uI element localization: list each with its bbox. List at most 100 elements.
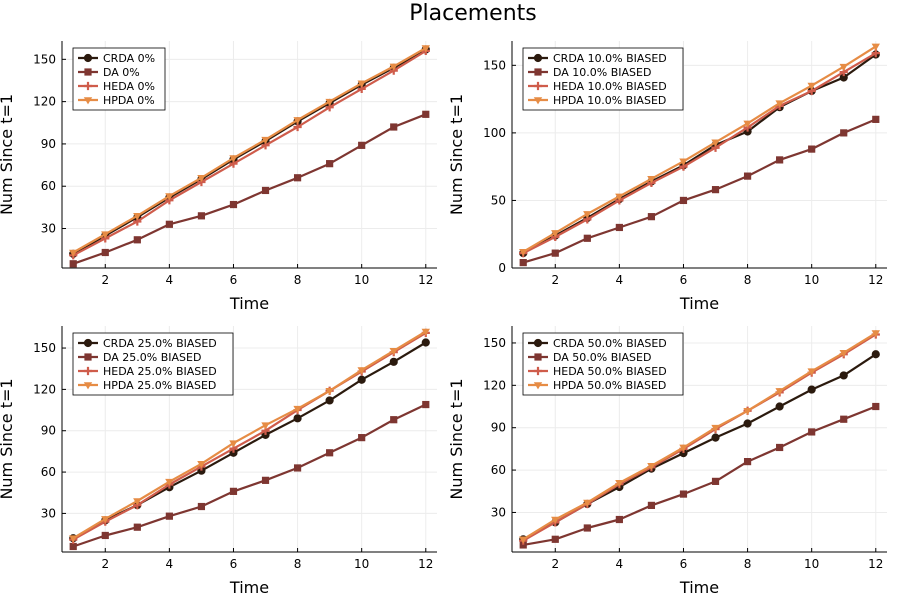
subplot-2: 2 4 6 8 10 12 0 50 100 150 Time Num Since t=1 CRDA 1…	[447, 41, 887, 313]
data-point	[357, 80, 366, 88]
legend-marker	[533, 338, 543, 348]
y-tick-label: 60	[41, 465, 56, 479]
legend-label: HPDA 10.0% BIASED	[553, 94, 666, 107]
data-point	[197, 212, 206, 220]
data-point	[839, 371, 848, 380]
data-point	[808, 428, 816, 436]
y-tick-label: 60	[41, 179, 56, 193]
legend-marker	[83, 382, 93, 390]
data-point	[872, 402, 880, 411]
data-point	[615, 223, 623, 232]
x-tick-label: 2	[101, 273, 109, 287]
data-point	[261, 186, 270, 195]
legend-entry: HPDA 25.0% BIASED	[78, 379, 216, 392]
data-point	[197, 174, 206, 183]
data-point	[679, 490, 688, 498]
legend-label: CRDA 0%	[103, 52, 155, 65]
legend-label: HPDA 25.0% BIASED	[103, 379, 216, 392]
data-point	[229, 440, 238, 448]
legend-entry: HEDA 50.0% BIASED	[528, 365, 667, 378]
data-point	[133, 236, 141, 244]
data-point	[583, 234, 591, 242]
legend-label: CRDA 25.0% BIASED	[103, 337, 217, 350]
data-point	[197, 502, 206, 511]
legend-label: DA 0%	[103, 66, 140, 79]
data-point	[776, 156, 784, 164]
x-tick-label: 10	[354, 273, 369, 287]
x-axis-label: Time	[229, 578, 269, 597]
y-tick-label: 30	[491, 505, 506, 519]
subplot-1: 2 4 6 8 10 12 30 60 90 120 150 Time Num Since t=1 CRD…	[0, 41, 437, 313]
data-point	[358, 141, 366, 149]
data-point	[872, 115, 880, 123]
data-point	[871, 350, 880, 359]
data-point	[808, 145, 816, 153]
series-line	[72, 48, 427, 255]
data-point	[101, 531, 109, 540]
data-point	[229, 200, 238, 209]
x-tick-label: 4	[166, 557, 174, 571]
y-tick-label: 90	[41, 137, 56, 151]
y-tick-label: 150	[33, 341, 56, 355]
legend-label: DA 25.0% BIASED	[103, 351, 201, 364]
x-tick-label: 10	[804, 557, 819, 571]
legend-marker	[533, 53, 543, 63]
series-hpda	[69, 328, 430, 543]
legend-marker	[533, 366, 543, 376]
legend-marker	[83, 366, 93, 376]
y-tick-label: 150	[483, 58, 506, 72]
x-axis-label: Time	[229, 294, 269, 313]
y-axis-label: Num Since t=1	[0, 94, 16, 215]
data-point	[421, 338, 430, 347]
data-point	[679, 444, 688, 452]
legend-label: HEDA 10.0% BIASED	[553, 80, 667, 93]
y-tick-label: 0	[498, 261, 506, 275]
legend-entry: CRDA 50.0% BIASED	[528, 337, 667, 350]
data-point	[615, 515, 623, 524]
data-point	[422, 400, 430, 409]
data-point	[519, 536, 528, 544]
y-tick-label: 50	[491, 193, 506, 207]
data-point	[261, 136, 270, 145]
data-point	[839, 63, 848, 72]
legend-entry: HPDA 10.0% BIASED	[528, 94, 666, 107]
data-point	[519, 248, 528, 257]
legend-marker	[534, 68, 542, 76]
subplot-4: 2 4 6 8 10 12 30 60 90 120 150 Time Num Since t=1 CRD…	[447, 326, 887, 597]
y-axis-label: Num Since t=1	[447, 378, 466, 499]
data-point	[325, 396, 334, 405]
x-tick-label: 12	[418, 273, 433, 287]
subplot-3: 2 4 6 8 10 12 30 60 90 120 150 Time Num Since t=1 CRD…	[0, 326, 437, 597]
legend-label: HEDA 50.0% BIASED	[553, 365, 667, 378]
data-point	[807, 385, 816, 394]
data-point	[807, 368, 816, 376]
y-tick-label: 150	[33, 52, 56, 66]
series-line	[522, 52, 877, 255]
series-hpda	[69, 45, 430, 257]
data-point	[165, 512, 173, 520]
legend-entry: DA 0%	[78, 66, 140, 79]
x-tick-label: 8	[294, 557, 302, 571]
data-point	[743, 458, 752, 466]
legend-entry: CRDA 25.0% BIASED	[78, 337, 217, 350]
data-point	[551, 516, 560, 524]
data-point	[325, 387, 334, 396]
series-line	[72, 47, 427, 254]
legend-entry: HEDA 10.0% BIASED	[528, 80, 667, 93]
data-point	[69, 535, 78, 543]
data-point	[743, 407, 752, 416]
data-point	[326, 449, 334, 457]
x-tick-label: 12	[868, 557, 883, 571]
data-point	[133, 523, 141, 531]
y-axis-label: Num Since t=1	[0, 378, 16, 499]
legend-box	[522, 332, 684, 396]
legend: CRDA 0%DA 0%HEDA 0%HPDA 0%	[72, 47, 166, 111]
x-axis-label: Time	[679, 294, 719, 313]
data-point	[390, 416, 398, 424]
series-line	[72, 330, 427, 540]
data-point	[165, 193, 174, 201]
